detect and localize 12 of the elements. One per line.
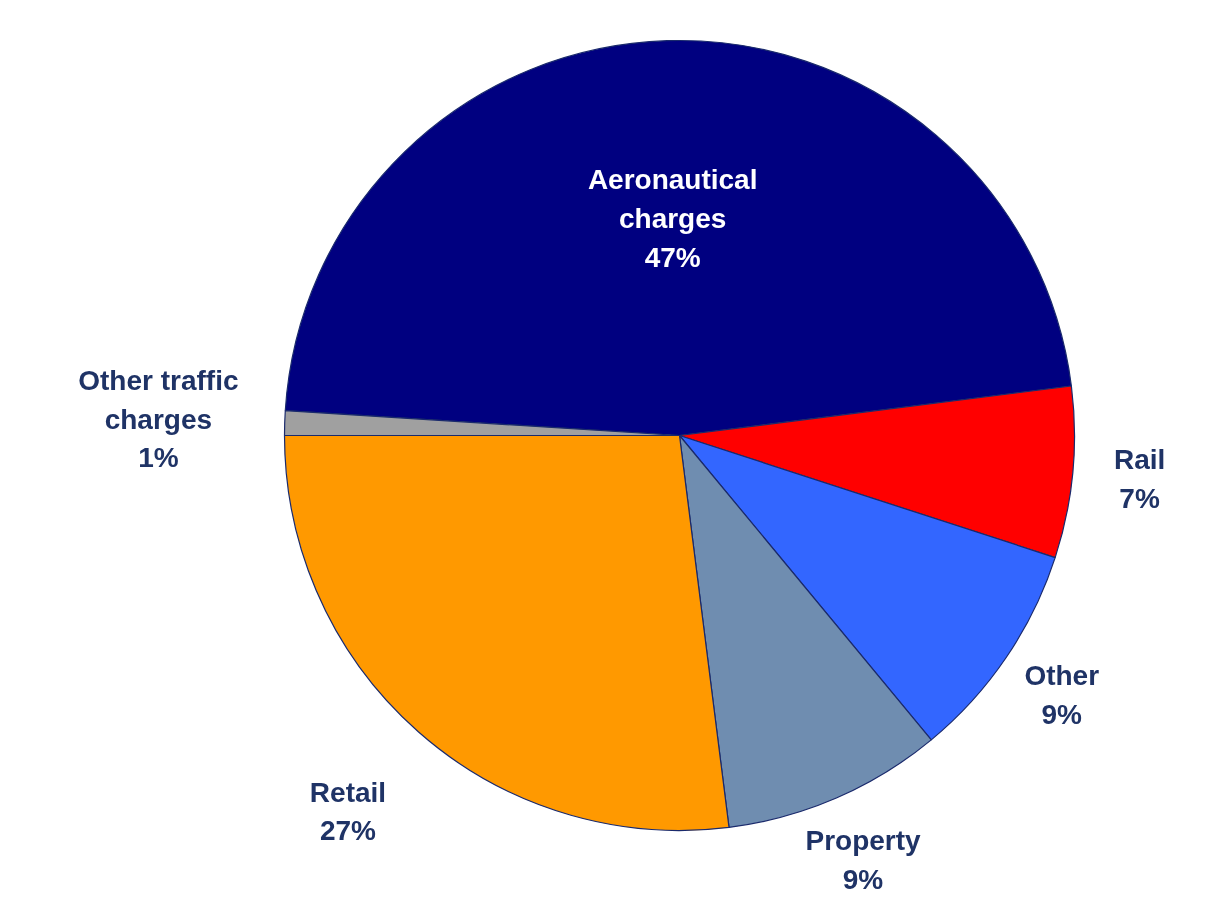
data-label: 9% <box>1041 699 1083 731</box>
data-label: 7% <box>1119 482 1160 514</box>
slice-label: Property <box>805 824 922 856</box>
data-label: 1% <box>138 442 179 474</box>
slice-label: Retail <box>309 776 387 808</box>
slice-label: Rail <box>1113 444 1166 476</box>
data-label: 47% <box>644 241 701 273</box>
slice-label: Other traffic charges <box>78 364 239 435</box>
slice-label: Aeronautical charges <box>587 164 758 234</box>
data-label: 27% <box>319 815 377 847</box>
data-label: 9% <box>842 863 884 895</box>
slice-label: Other <box>1024 660 1100 692</box>
